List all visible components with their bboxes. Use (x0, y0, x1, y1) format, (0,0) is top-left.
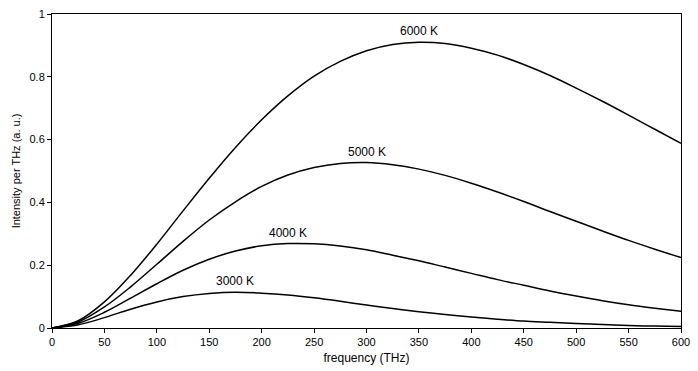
svg-text:5000 K: 5000 K (348, 145, 386, 159)
svg-text:0: 0 (49, 336, 55, 348)
svg-text:frequency (THz): frequency (THz) (323, 351, 409, 365)
svg-text:0.2: 0.2 (30, 259, 45, 271)
svg-text:6000 K: 6000 K (400, 24, 438, 38)
svg-text:400: 400 (462, 336, 480, 348)
svg-text:250: 250 (305, 336, 323, 348)
svg-text:0.8: 0.8 (30, 71, 45, 83)
svg-text:350: 350 (410, 336, 428, 348)
svg-text:150: 150 (200, 336, 218, 348)
svg-text:50: 50 (98, 336, 110, 348)
svg-text:1: 1 (39, 8, 45, 20)
svg-text:300: 300 (357, 336, 375, 348)
svg-text:0.4: 0.4 (30, 196, 45, 208)
svg-text:500: 500 (567, 336, 585, 348)
svg-text:Intensity per THz (a. u.): Intensity per THz (a. u.) (10, 114, 22, 229)
svg-text:550: 550 (619, 336, 637, 348)
svg-text:0: 0 (39, 322, 45, 334)
svg-text:3000 K: 3000 K (216, 274, 254, 288)
svg-text:4000 K: 4000 K (269, 226, 307, 240)
svg-text:600: 600 (672, 336, 690, 348)
svg-text:100: 100 (148, 336, 166, 348)
svg-text:450: 450 (515, 336, 533, 348)
svg-text:200: 200 (252, 336, 270, 348)
svg-text:0.6: 0.6 (30, 133, 45, 145)
